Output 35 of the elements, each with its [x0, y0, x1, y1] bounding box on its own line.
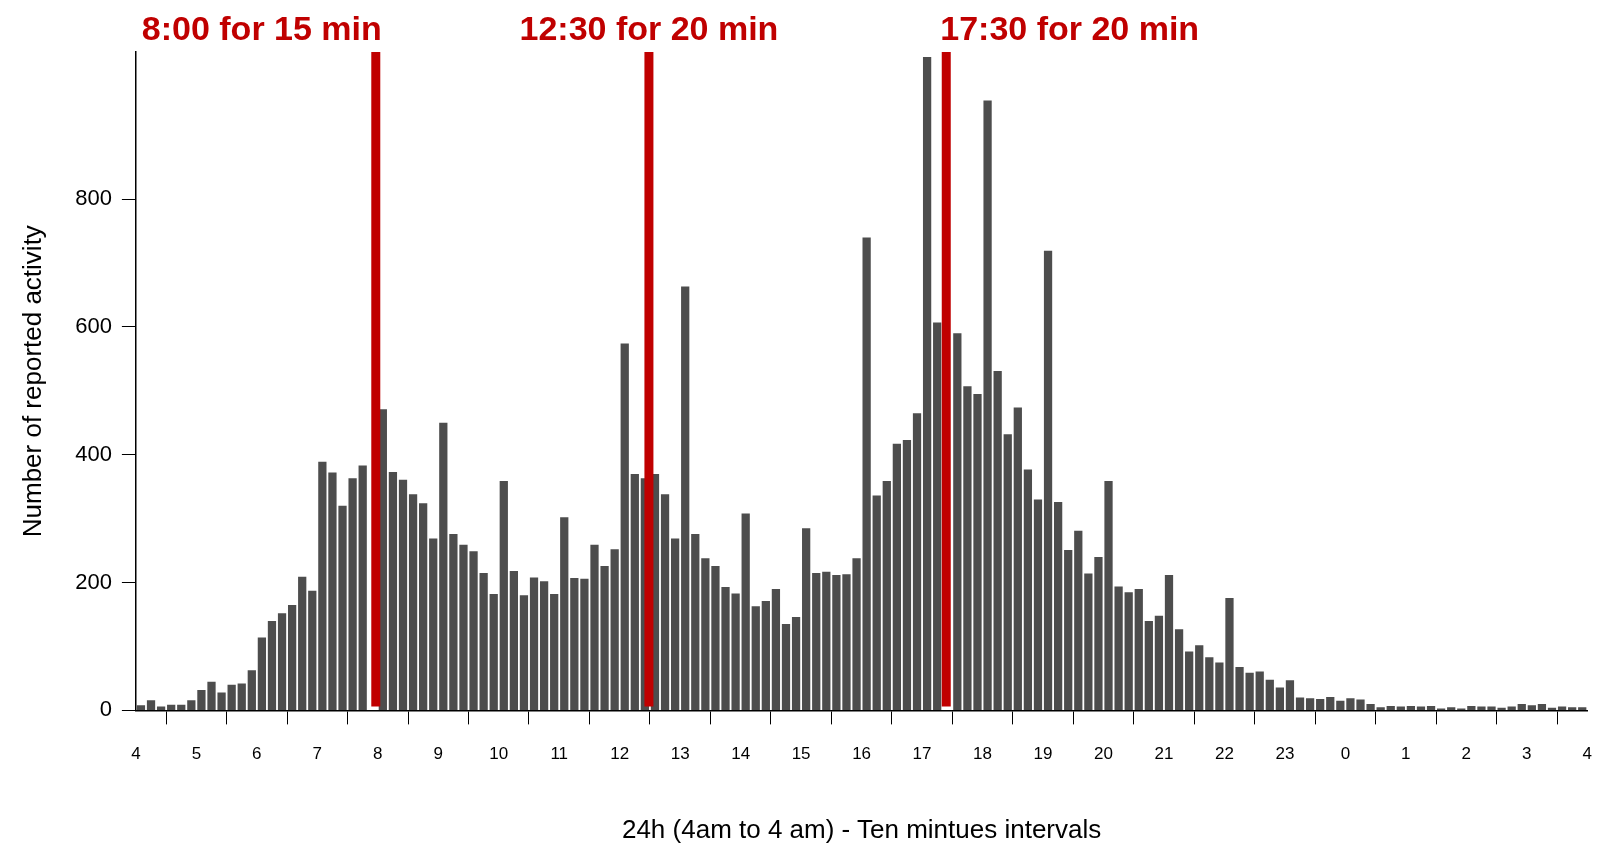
x-tick-label: 14: [731, 744, 751, 764]
x-tick-label: 6: [252, 744, 262, 764]
x-tick-label: 19: [1033, 744, 1053, 764]
x-tick-label: 13: [670, 744, 690, 764]
x-tick-label: 16: [852, 744, 872, 764]
x-tick-label: 5: [191, 744, 202, 764]
x-tick-label: 3: [1522, 744, 1532, 764]
x-tick-label: 15: [791, 744, 811, 764]
x-tick-label: 4: [1582, 744, 1593, 764]
y-axis-title: Number of reported activity: [16, 225, 47, 538]
x-tick-label: 2: [1461, 744, 1472, 764]
x-tick-label: 22: [1214, 744, 1234, 764]
ref-line-label: 8:00 for 15 min: [141, 9, 382, 47]
x-tick-label: 10: [489, 744, 509, 764]
y-tick-label: 600: [75, 312, 112, 338]
x-tick-label: 4: [131, 744, 141, 764]
x-tick-label: 1: [1401, 744, 1411, 764]
x-tick-label: 18: [973, 744, 992, 764]
x-axis-title: 24h (4am to 4 am) - Ten mintues intervals: [621, 813, 1102, 844]
y-tick-label: 200: [75, 568, 112, 594]
x-tick-label: 0: [1340, 744, 1351, 764]
ref-line-label: 17:30 for 20 min: [940, 9, 1200, 47]
x-tick-label: 21: [1154, 744, 1174, 764]
x-tick-label: 7: [312, 744, 323, 764]
y-tick-label: 400: [75, 440, 112, 466]
y-tick-label: 0: [99, 696, 112, 722]
x-tick-label: 8: [373, 744, 383, 764]
x-tick-label: 20: [1094, 744, 1113, 764]
x-tick-label: 17: [912, 744, 932, 764]
ref-line-label: 12:30 for 20 min: [519, 9, 779, 47]
x-tick-label: 12: [610, 744, 630, 764]
x-tick-label: 9: [433, 744, 444, 764]
y-tick-label: 800: [75, 185, 112, 211]
x-tick-label: 23: [1275, 744, 1295, 764]
x-tick-label: 11: [550, 744, 569, 764]
